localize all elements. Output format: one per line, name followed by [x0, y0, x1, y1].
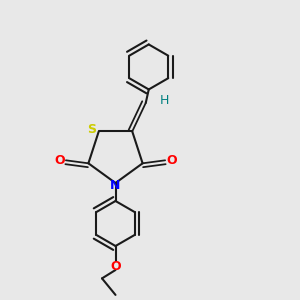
- Text: O: O: [110, 260, 121, 273]
- Text: O: O: [167, 154, 177, 167]
- Text: O: O: [54, 154, 64, 167]
- Text: S: S: [87, 122, 96, 136]
- Text: N: N: [110, 179, 121, 192]
- Text: H: H: [160, 94, 170, 107]
